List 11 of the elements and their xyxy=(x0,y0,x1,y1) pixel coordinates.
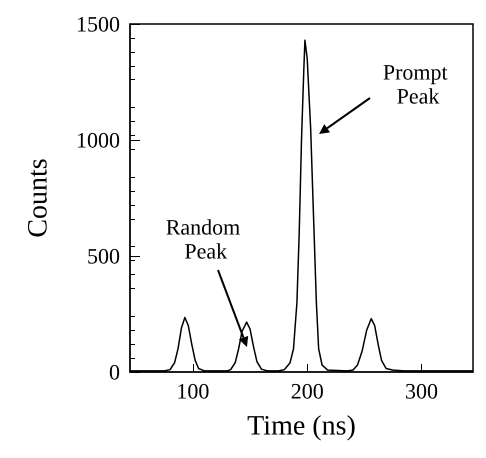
annotation: Random Peak xyxy=(166,214,240,264)
y-tick-label: 1000 xyxy=(76,128,120,152)
y-tick-label: 1500 xyxy=(76,12,120,36)
x-tick-label: 300 xyxy=(405,378,438,404)
annotation: Prompt Peak xyxy=(382,60,454,108)
x-tick-label: 200 xyxy=(290,378,324,404)
y-tick-label: 0 xyxy=(109,360,120,384)
y-axis-title: Counts xyxy=(22,158,54,238)
x-axis-title: Time (ns) xyxy=(247,410,356,442)
x-tick-label: 100 xyxy=(176,378,210,404)
y-tick-label: 500 xyxy=(87,244,120,268)
